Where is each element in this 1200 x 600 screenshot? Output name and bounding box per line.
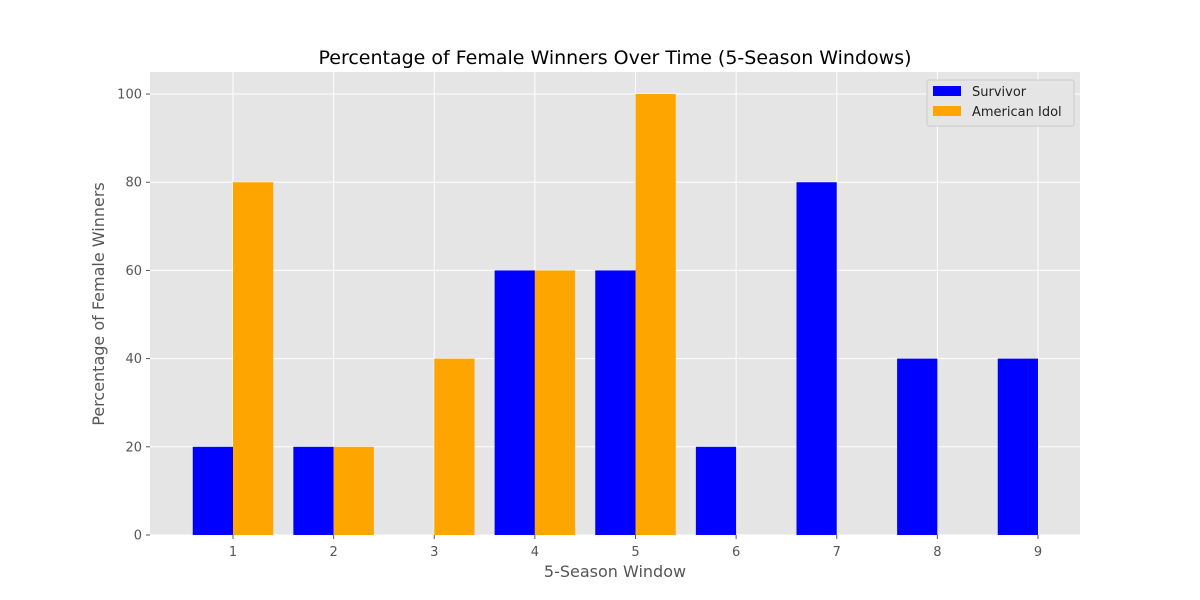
y-tick-label: 40 — [125, 352, 142, 367]
bar-survivor-1 — [192, 446, 233, 535]
bar-american-idol-4 — [534, 270, 576, 535]
y-tick-label: 20 — [125, 440, 142, 455]
bars — [192, 94, 1038, 536]
x-ticks: 1 2 3 4 5 6 7 8 9 — [229, 535, 1042, 560]
bar-american-idol-3 — [434, 358, 475, 535]
x-tick-label: 9 — [1034, 545, 1042, 560]
bar-american-idol-5 — [635, 94, 676, 536]
x-tick-label: 1 — [229, 545, 237, 560]
y-ticks: 0 20 40 60 80 100 — [117, 88, 150, 544]
x-tick-label: 3 — [430, 545, 438, 560]
x-tick-label: 8 — [933, 545, 941, 560]
x-tick-label: 5 — [631, 545, 639, 560]
bar-survivor-2 — [293, 446, 334, 535]
y-tick-label: 60 — [125, 264, 142, 279]
chart-title: Percentage of Female Winners Over Time (… — [318, 47, 911, 69]
bar-american-idol-2 — [333, 446, 374, 535]
bar-survivor-8 — [897, 358, 938, 535]
bar-survivor-5 — [595, 270, 636, 535]
y-tick-label: 80 — [125, 176, 142, 191]
x-tick-label: 7 — [833, 545, 841, 560]
y-tick-label: 0 — [134, 529, 142, 544]
bar-american-idol-1 — [233, 182, 274, 535]
legend-box — [926, 79, 1075, 127]
x-tick-label: 6 — [732, 545, 740, 560]
legend-label-american-idol: American Idol — [972, 105, 1062, 120]
bar-survivor-9 — [997, 358, 1038, 535]
legend: Survivor American Idol — [926, 79, 1075, 127]
x-tick-label: 2 — [329, 545, 337, 560]
bar-survivor-4 — [494, 270, 535, 535]
y-tick-label: 100 — [117, 88, 142, 103]
x-tick-label: 4 — [531, 545, 539, 560]
bar-survivor-7 — [796, 182, 837, 535]
y-axis-label: Percentage of Female Winners — [89, 182, 108, 426]
x-axis-label: 5-Season Window — [544, 562, 686, 581]
legend-swatch-american-idol — [933, 106, 961, 116]
legend-label-survivor: Survivor — [972, 85, 1027, 100]
legend-swatch-survivor — [933, 86, 961, 96]
bar-survivor-6 — [695, 446, 737, 535]
